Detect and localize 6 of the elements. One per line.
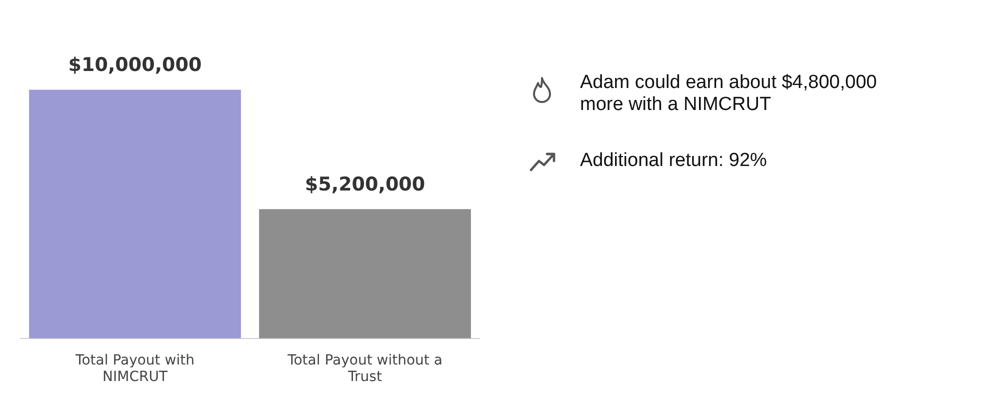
- x-tick-label: Total Payout without a Trust: [286, 352, 442, 386]
- text: Additional return: 92%: [580, 150, 768, 172]
- data-label: $5,200,000: [304, 174, 426, 196]
- x-tick-label: Total Payout with NIMCRUT: [74, 352, 194, 386]
- text: Adam could earn about $4,800,000 more with a NIMCRUT: [580, 72, 878, 116]
- data-label: $10,000,000: [68, 54, 202, 76]
